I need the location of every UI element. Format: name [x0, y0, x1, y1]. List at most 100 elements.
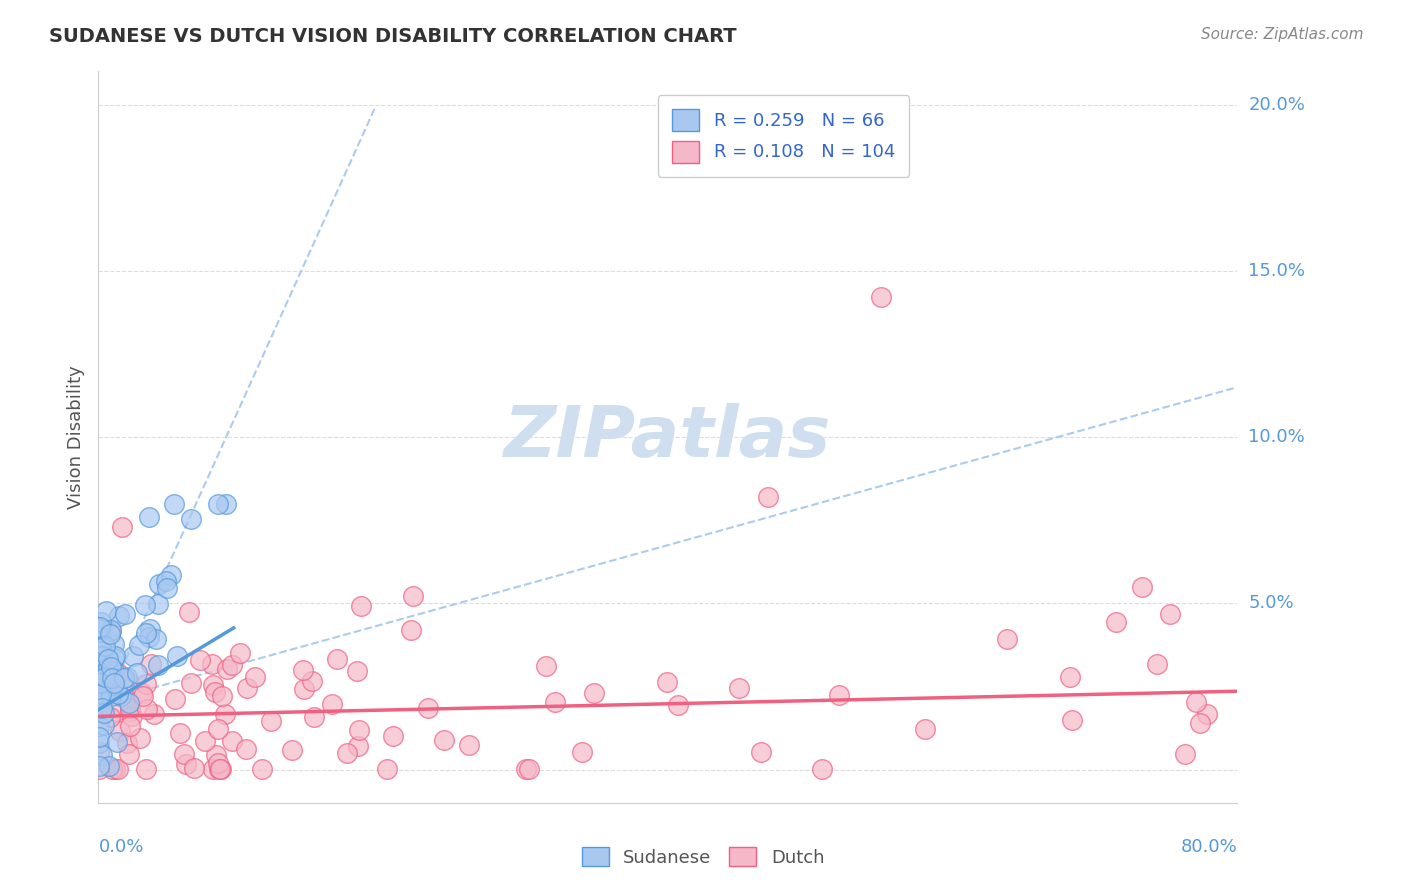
Dutch	[91, 684, 114, 698]
Dutch	[292, 663, 315, 677]
Sudanese	[160, 567, 183, 582]
Sudanese	[114, 607, 136, 622]
Sudanese	[90, 687, 112, 701]
Text: 80.0%: 80.0%	[1181, 838, 1237, 855]
Sudanese	[163, 497, 186, 511]
Legend: Sudanese, Dutch: Sudanese, Dutch	[574, 840, 832, 874]
Sudanese	[138, 509, 160, 524]
Sudanese	[180, 512, 202, 526]
Text: 5.0%: 5.0%	[1249, 594, 1294, 612]
Sudanese	[91, 748, 114, 763]
Text: 10.0%: 10.0%	[1249, 428, 1305, 446]
Dutch	[117, 736, 139, 750]
Sudanese	[148, 597, 170, 611]
Dutch	[515, 762, 537, 776]
Sudanese	[103, 648, 125, 663]
Sudanese	[100, 660, 122, 674]
Sudanese	[89, 759, 111, 773]
Dutch	[201, 762, 224, 776]
Dutch	[751, 745, 773, 759]
Dutch	[135, 762, 157, 776]
Sudanese	[156, 581, 179, 595]
Dutch	[375, 762, 398, 776]
Dutch	[870, 290, 893, 304]
Sudanese	[215, 497, 238, 511]
Dutch	[811, 762, 834, 776]
Dutch	[135, 677, 157, 691]
Sudanese	[128, 638, 150, 652]
Sudanese	[90, 622, 112, 636]
Sudanese	[100, 623, 122, 637]
Sudanese	[100, 689, 122, 703]
Dutch	[399, 624, 422, 638]
Sudanese	[125, 666, 148, 681]
Dutch	[207, 723, 229, 737]
Dutch	[188, 653, 211, 667]
Sudanese	[115, 670, 138, 684]
Sudanese	[97, 652, 120, 666]
Text: 20.0%: 20.0%	[1249, 95, 1305, 113]
Dutch	[914, 722, 936, 736]
Dutch	[292, 681, 315, 696]
Dutch	[205, 748, 228, 763]
Dutch	[89, 762, 111, 776]
Sudanese	[93, 639, 115, 653]
Sudanese	[89, 736, 111, 750]
Sudanese	[105, 735, 128, 749]
Sudanese	[138, 630, 160, 644]
Dutch	[534, 659, 557, 673]
Dutch	[101, 762, 124, 776]
Dutch	[336, 746, 359, 760]
Sudanese	[93, 717, 115, 731]
Dutch	[302, 710, 325, 724]
Dutch	[1195, 706, 1218, 721]
Sudanese	[96, 604, 118, 618]
Dutch	[121, 708, 143, 723]
Dutch	[209, 762, 232, 776]
Sudanese	[103, 678, 125, 692]
Sudanese	[93, 689, 115, 703]
Dutch	[183, 761, 205, 775]
Dutch	[250, 762, 273, 776]
Dutch	[229, 646, 252, 660]
Dutch	[583, 686, 606, 700]
Dutch	[827, 689, 849, 703]
Sudanese	[98, 626, 121, 640]
Sudanese	[107, 687, 129, 701]
Dutch	[1105, 615, 1128, 629]
Dutch	[207, 756, 229, 770]
Dutch	[98, 687, 121, 701]
Dutch	[98, 710, 121, 724]
Dutch	[105, 704, 128, 718]
Sudanese	[121, 649, 143, 664]
Dutch	[347, 723, 370, 737]
Legend: R = 0.259   N = 66, R = 0.108   N = 104: R = 0.259 N = 66, R = 0.108 N = 104	[658, 95, 910, 177]
Sudanese	[89, 676, 111, 690]
Dutch	[110, 723, 132, 738]
Dutch	[118, 694, 141, 708]
Dutch	[1146, 657, 1168, 671]
Dutch	[346, 739, 368, 753]
Dutch	[201, 657, 224, 672]
Sudanese	[97, 660, 120, 674]
Dutch	[173, 747, 195, 761]
Sudanese	[207, 497, 229, 511]
Dutch	[544, 695, 567, 709]
Dutch	[350, 599, 373, 614]
Dutch	[100, 624, 122, 639]
Sudanese	[112, 671, 135, 685]
Dutch	[346, 664, 368, 678]
Dutch	[211, 690, 233, 704]
Dutch	[217, 662, 239, 676]
Sudanese	[89, 730, 111, 744]
Sudanese	[166, 648, 188, 663]
Sudanese	[90, 701, 112, 715]
Dutch	[1059, 670, 1081, 684]
Dutch	[433, 733, 456, 747]
Sudanese	[146, 658, 169, 673]
Sudanese	[93, 687, 115, 701]
Dutch	[129, 731, 152, 745]
Dutch	[89, 745, 111, 759]
Dutch	[194, 733, 217, 747]
Dutch	[571, 745, 593, 759]
